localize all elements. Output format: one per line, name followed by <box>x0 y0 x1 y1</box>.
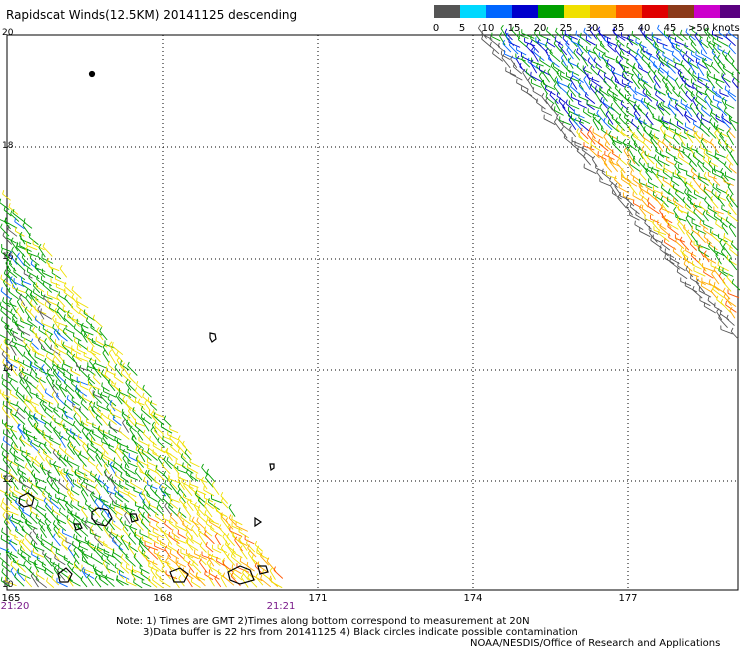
lat-lon-grid <box>7 35 738 590</box>
wind-swath-southwest <box>0 190 284 589</box>
lon-label-177: 177 <box>618 593 638 604</box>
legend-swatch <box>616 5 642 18</box>
legend-swatch <box>668 5 694 18</box>
lon-label-168: 168 <box>153 593 173 604</box>
legend-label: 15 <box>507 23 521 34</box>
legend-swatch <box>486 5 512 18</box>
lat-label-14: 14 <box>2 364 14 374</box>
note-line-1: Note: 1) Times are GMT 2)Times along bot… <box>116 616 530 627</box>
lon-label-171: 171 <box>308 593 328 604</box>
legend-swatch <box>694 5 720 18</box>
legend-swatch <box>434 5 460 18</box>
note-line-2: 3)Data buffer is 22 hrs from 20141125 4)… <box>143 627 578 638</box>
legend-label: 35 <box>611 23 625 34</box>
time-label-start: 21:20 <box>0 601 30 612</box>
legend-label: 0 <box>432 23 440 34</box>
lon-label-174: 174 <box>463 593 483 604</box>
lat-label-10: 10 <box>2 580 14 590</box>
lat-label-16: 16 <box>2 252 14 262</box>
note-line-3: NOAA/NESDIS/Office of Research and Appli… <box>470 638 721 649</box>
legend-swatch <box>538 5 564 18</box>
legend-label: >50 knots <box>688 23 740 34</box>
time-label-end: 21:21 <box>266 601 296 612</box>
legend-swatch <box>590 5 616 18</box>
legend-swatch <box>460 5 486 18</box>
lat-label-18: 18 <box>2 141 14 151</box>
legend-label: 30 <box>585 23 599 34</box>
legend-label: 10 <box>481 23 495 34</box>
island-outlines <box>18 70 275 585</box>
lat-label-20: 20 <box>2 28 14 38</box>
legend-swatch <box>642 5 668 18</box>
legend-swatch <box>720 5 740 18</box>
legend-label: 5 <box>458 23 466 34</box>
legend-label: 45 <box>663 23 677 34</box>
lon-label-165: 165 <box>1 593 21 604</box>
wind-swath-northeast <box>478 24 740 340</box>
lat-label-12: 12 <box>2 475 14 485</box>
map-title: Rapidscat Winds(12.5KM) 20141125 descend… <box>6 8 298 22</box>
legend-swatch <box>512 5 538 18</box>
legend-label: 25 <box>559 23 573 34</box>
legend-label: 40 <box>637 23 651 34</box>
legend-label: 20 <box>533 23 547 34</box>
legend-swatch <box>564 5 590 18</box>
plot-frame <box>6 34 739 591</box>
